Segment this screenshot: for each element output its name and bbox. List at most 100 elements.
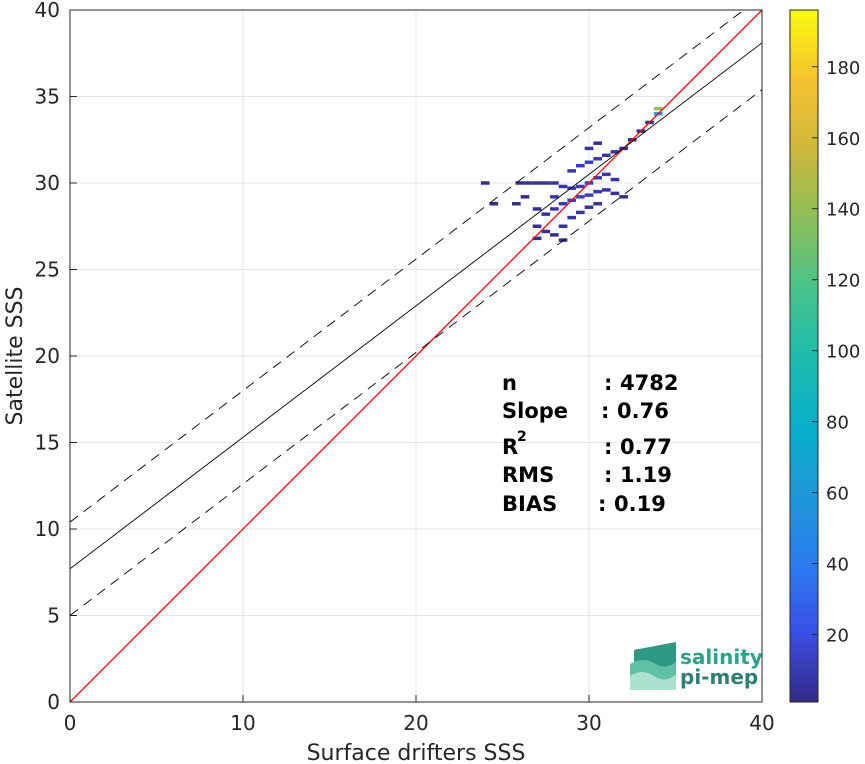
- density-cell: [584, 160, 594, 164]
- stat-sep-n: :: [604, 371, 612, 395]
- regression-line: [70, 42, 762, 570]
- colorbar-tick-label: 80: [826, 413, 849, 434]
- density-cell: [653, 106, 663, 111]
- density-cell: [541, 229, 551, 234]
- y-tick-label: 10: [35, 517, 60, 541]
- density-cell: [567, 215, 577, 220]
- density-cell: [576, 210, 585, 215]
- colorbar-tick-label: 120: [826, 271, 860, 292]
- colorbar-tick-label: 160: [826, 129, 860, 150]
- density-cell: [601, 188, 611, 192]
- density-cell: [558, 202, 568, 206]
- regression-lower-line: [70, 89, 762, 616]
- colorbar-ticks: 20 40 60 80 100 120 140 160 180: [812, 58, 860, 647]
- density-cell: [593, 189, 602, 194]
- regression-upper-line: [70, 10, 745, 523]
- density-cell: [576, 163, 585, 168]
- logo-line1: salinity: [680, 645, 763, 669]
- y-tick-label: 25: [35, 258, 60, 282]
- density-cell: [610, 150, 620, 154]
- stat-value-r2: 0.77: [620, 435, 672, 459]
- density-cell: [601, 153, 611, 158]
- y-tick-label: 30: [35, 171, 60, 195]
- density-cell: [532, 207, 542, 211]
- stat-label-bias: BIAS: [502, 492, 557, 516]
- stat-label-rms: RMS: [502, 463, 554, 487]
- stats-box: n : 4782 Slope : 0.76 R 2 : 0.77 RMS : 1…: [502, 371, 678, 516]
- logo-line2: pi-mep: [680, 665, 758, 689]
- density-cell: [541, 212, 551, 216]
- stat-value-slope: 0.76: [617, 399, 669, 423]
- density-cell: [576, 195, 585, 199]
- stat-sep-bias: :: [598, 492, 606, 516]
- colorbar-tick-label: 40: [826, 555, 849, 576]
- density-cell: [550, 195, 559, 199]
- y-tick-label: 5: [47, 604, 60, 628]
- colorbar-tick-label: 20: [826, 626, 849, 647]
- stat-value-rms: 1.19: [620, 463, 672, 487]
- stat-sep-slope: :: [601, 399, 609, 423]
- identity-line: [70, 10, 762, 702]
- stat-sep-r2: :: [604, 435, 612, 459]
- colorbar-tick-label: 60: [826, 484, 849, 505]
- density-cell: [558, 224, 568, 228]
- y-tick-label: 20: [35, 344, 60, 368]
- density-cell: [584, 205, 594, 209]
- y-tick-label: 35: [35, 85, 60, 109]
- density-cell: [584, 146, 594, 151]
- density-cell: [550, 181, 559, 185]
- y-axis-label: Satellite SSS: [3, 287, 28, 426]
- density-cell: [524, 181, 533, 185]
- stat-label-slope: Slope: [502, 399, 568, 423]
- density-cell: [567, 169, 577, 173]
- density-cell: [558, 184, 568, 189]
- density-cell: [532, 236, 542, 241]
- density-cell: [480, 181, 490, 185]
- density-cell: [515, 181, 525, 185]
- x-tick-label: 10: [230, 711, 255, 735]
- density-cell: [593, 202, 602, 206]
- colorbar-gradient: [789, 9, 819, 703]
- stat-sep-rms: :: [604, 463, 612, 487]
- y-tick-label: 0: [47, 690, 60, 714]
- density-cell: [532, 181, 542, 185]
- density-cell: [576, 184, 585, 189]
- y-tick-label: 40: [35, 0, 60, 22]
- stat-label-n: n: [502, 371, 517, 395]
- logo: salinity pi-mep: [630, 642, 763, 690]
- density-cell: [558, 238, 568, 242]
- density-cell: [541, 181, 551, 185]
- colorbar: 20 40 60 80 100 120 140 160 180: [789, 9, 860, 703]
- stat-label-r2: R: [502, 435, 518, 459]
- density-cell: [532, 224, 542, 228]
- density-cell: [489, 202, 499, 206]
- stat-value-bias: 0.19: [614, 492, 666, 516]
- density-cells: [480, 106, 663, 242]
- density-cell: [550, 233, 559, 237]
- density-cell: [584, 193, 594, 197]
- x-axis-label: Surface drifters SSS: [307, 741, 526, 764]
- density-cell: [593, 176, 602, 180]
- y-tick-label: 15: [35, 431, 60, 455]
- density-cell: [619, 195, 628, 199]
- density-cell: [610, 191, 620, 196]
- colorbar-tick-label: 180: [826, 58, 860, 79]
- fit-lines: [70, 10, 762, 702]
- density-cell: [601, 172, 611, 177]
- stat-sup-r2: 2: [517, 429, 527, 445]
- x-tick-label: 30: [576, 711, 601, 735]
- density-cell: [567, 186, 577, 190]
- x-tick-label: 0: [64, 711, 77, 735]
- colorbar-tick-label: 100: [826, 342, 860, 363]
- colorbar-tick-label: 140: [826, 200, 860, 221]
- density-cell: [593, 157, 602, 161]
- stat-value-n: 4782: [620, 371, 678, 395]
- x-axis-ticks: 0 10 20 30 40: [64, 695, 775, 735]
- salinity-waves-icon: [630, 642, 676, 690]
- x-tick-label: 20: [403, 711, 428, 735]
- density-cell: [610, 177, 620, 182]
- density-cell: [512, 202, 521, 206]
- density-cell: [593, 141, 602, 145]
- x-tick-label: 40: [749, 711, 774, 735]
